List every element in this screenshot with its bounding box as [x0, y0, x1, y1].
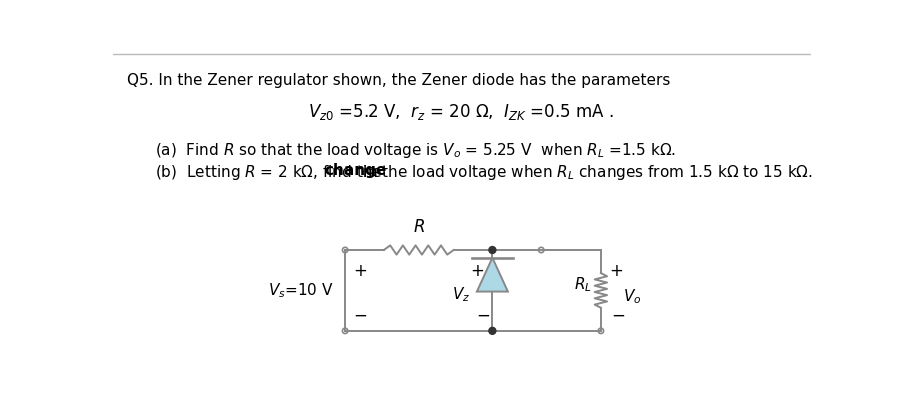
Text: (a)  Find $R$ so that the load voltage is $V_o$ = 5.25 V  when $R_L$ =1.5 kΩ.: (a) Find $R$ so that the load voltage is… — [155, 141, 677, 160]
Text: change: change — [324, 163, 387, 178]
Text: $V_z$: $V_z$ — [452, 285, 470, 304]
Circle shape — [489, 327, 496, 334]
Text: $V_s$=10 V: $V_s$=10 V — [268, 281, 333, 300]
Text: in the load voltage when $R_L$ changes from 1.5 kΩ to 15 kΩ.: in the load voltage when $R_L$ changes f… — [359, 163, 813, 182]
Text: $R$: $R$ — [413, 218, 424, 236]
Text: −: − — [476, 307, 490, 325]
Text: −: − — [354, 307, 368, 325]
Text: +: + — [609, 261, 623, 280]
Text: (b)  Letting $R$ = 2 kΩ, find the: (b) Letting $R$ = 2 kΩ, find the — [155, 163, 384, 182]
Circle shape — [489, 247, 496, 254]
Text: $V_{z0}$ =5.2 V,  $r_z$ = 20 Ω,  $I_{ZK}$ =0.5 mA .: $V_{z0}$ =5.2 V, $r_z$ = 20 Ω, $I_{ZK}$ … — [308, 102, 614, 122]
Text: $R_L$: $R_L$ — [574, 275, 592, 294]
Text: $V_o$: $V_o$ — [623, 287, 641, 306]
Text: +: + — [470, 261, 484, 280]
Text: −: − — [611, 307, 625, 325]
Polygon shape — [477, 258, 508, 292]
Text: +: + — [354, 261, 368, 280]
Text: Q5. In the Zener regulator shown, the Zener diode has the parameters: Q5. In the Zener regulator shown, the Ze… — [126, 73, 670, 88]
